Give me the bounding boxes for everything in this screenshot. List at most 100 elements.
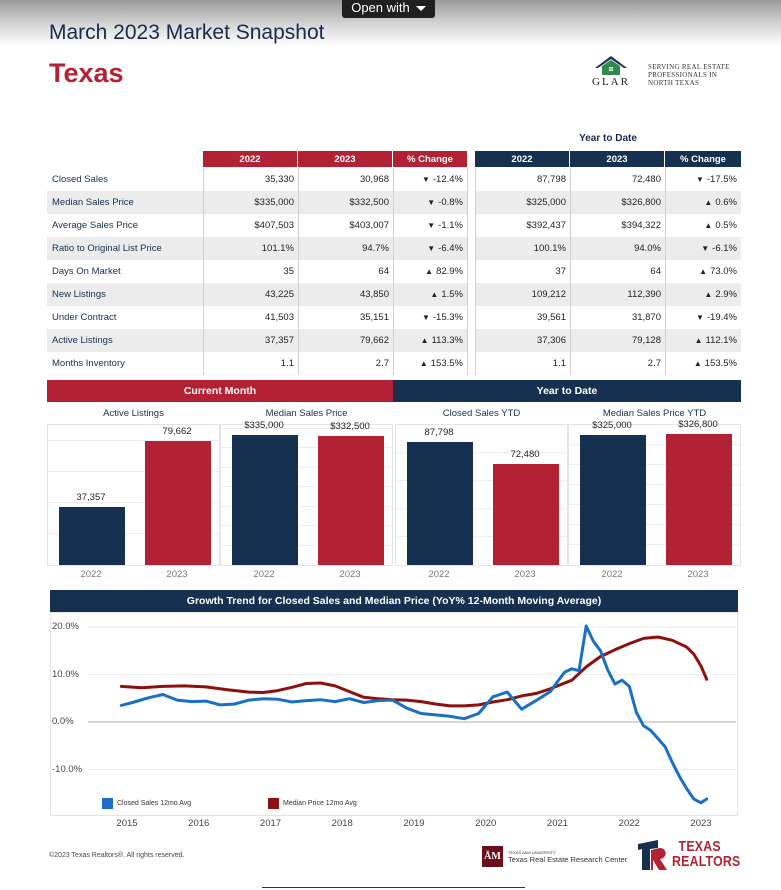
row-shading xyxy=(475,191,741,214)
tamu-center: Texas Real Estate Research Center xyxy=(508,854,628,864)
mini-chart-frame xyxy=(47,424,220,566)
value-cell: 35,330 xyxy=(264,174,294,185)
row-label: Average Sales Price xyxy=(52,220,138,231)
bar-value-label: 72,480 xyxy=(510,449,540,460)
glar-tagline: Serving Real Estate Professionals in Nor… xyxy=(648,63,730,87)
value-cell: 43,850 xyxy=(359,289,389,300)
value-cell: 87,798 xyxy=(536,174,566,185)
arrow-up-icon xyxy=(421,335,432,346)
gridline xyxy=(396,452,567,453)
x-tick-label: 2019 xyxy=(403,818,425,829)
row-shading xyxy=(475,237,741,260)
pct-change-cell: 0.6% xyxy=(665,191,741,214)
x-tick-label: 2016 xyxy=(188,818,210,829)
gridline xyxy=(221,466,392,468)
gridline xyxy=(396,480,567,481)
value-cell: 37 xyxy=(555,266,566,277)
pct-change-cell: -12.4% xyxy=(393,168,467,191)
row-shading xyxy=(47,191,467,214)
mini-chart-title: Active Listings xyxy=(103,408,164,419)
bar-category-label: 2023 xyxy=(339,569,361,580)
pct-change-value: -1.1% xyxy=(438,220,463,231)
mini-chart-title: Closed Sales YTD xyxy=(442,408,521,419)
current-month-band: Current Month xyxy=(47,380,393,402)
gridline xyxy=(569,524,740,525)
bar-category-label: 2022 xyxy=(253,569,275,580)
pct-change-cell: 1.5% xyxy=(393,283,467,306)
pct-change-cell: 113.3% xyxy=(393,329,467,352)
bar-value-label: 87,798 xyxy=(424,427,454,438)
glar-letters: GLAR xyxy=(592,76,630,88)
value-cell: 64 xyxy=(650,266,661,277)
table-row: Under Contract 41,503 35,151 -15.3% 39,561 31… xyxy=(47,306,741,329)
open-with-label: Open with xyxy=(351,0,410,15)
open-with-button[interactable]: Open with xyxy=(342,0,435,18)
x-tick-label: 2017 xyxy=(259,818,282,829)
trend-chart-title: Growth Trend for Closed Sales and Median… xyxy=(50,590,738,612)
texas-realtors-logo: TEXAS REALTORS xyxy=(636,838,744,874)
value-cell: 2.7 xyxy=(647,358,661,369)
year-to-date-band: Year to Date xyxy=(393,380,741,402)
value-cell: $325,000 xyxy=(526,197,566,208)
row-shading xyxy=(47,283,467,306)
bar-2022 xyxy=(580,435,646,565)
pct-change-value: -17.5% xyxy=(706,174,737,185)
bar-category-label: 2022 xyxy=(80,569,102,580)
glar-logo: GLAR Serving Real Estate Professionals i… xyxy=(592,54,737,90)
gridline xyxy=(48,532,219,534)
texas-realtors-line2: REALTORS xyxy=(672,853,741,870)
table-row: Median Sales Price $335,000 $332,500 -0.8% $… xyxy=(47,191,741,214)
pct-change-value: -12.4% xyxy=(432,174,463,185)
bar-category-label: 2022 xyxy=(601,569,623,580)
arrow-up-icon xyxy=(704,220,715,231)
value-cell: 94.0% xyxy=(634,243,661,254)
x-tick-label: 2022 xyxy=(618,818,640,829)
legend-label-price: Median Price 12mo Avg xyxy=(283,800,357,807)
pct-change-cell: 0.5% xyxy=(665,214,741,237)
header-ytd-2023: 2023 xyxy=(570,151,665,167)
page-bottom-rule xyxy=(262,887,525,888)
gridline xyxy=(569,444,740,445)
value-cell: 43,225 xyxy=(264,289,294,300)
column-divider xyxy=(570,168,571,375)
x-tick-label: 2023 xyxy=(690,818,712,829)
bar-category-label: 2023 xyxy=(166,569,188,580)
arrow-down-icon xyxy=(696,312,707,323)
gridline xyxy=(221,544,392,546)
column-divider xyxy=(467,168,468,375)
value-cell: 1.1 xyxy=(280,358,294,369)
pct-change-cell: -19.4% xyxy=(665,306,741,329)
glar-tagline-3: North Texas xyxy=(648,79,700,87)
column-divider xyxy=(665,168,666,375)
pct-change-value: 82.9% xyxy=(436,266,463,277)
column-divider xyxy=(475,168,476,375)
mini-chart-frame xyxy=(395,424,568,566)
row-label: New Listings xyxy=(52,289,106,300)
pct-change-value: 73.0% xyxy=(710,266,737,277)
legend-closed-sales: Closed Sales 12mo Avg xyxy=(102,798,191,809)
bar-value-label: $326,800 xyxy=(678,419,718,430)
value-cell: 30,968 xyxy=(359,174,389,185)
value-cell: 35,151 xyxy=(359,312,389,323)
row-label: Under Contract xyxy=(52,312,117,323)
gridline xyxy=(48,439,219,441)
pct-change-cell: 73.0% xyxy=(665,260,741,283)
pct-change-value: 0.6% xyxy=(715,197,737,208)
texas-realtors-line1: TEXAS xyxy=(678,838,721,855)
value-cell: $394,322 xyxy=(621,220,661,231)
value-cell: 39,561 xyxy=(536,312,566,323)
arrow-up-icon xyxy=(695,335,706,346)
y-tick-label: 20.0% xyxy=(52,621,79,632)
ytd-header: 2022 2023 % Change xyxy=(475,151,741,167)
value-cell: 112,390 xyxy=(627,289,661,300)
arrow-down-icon xyxy=(701,243,712,254)
tamu-icon: ĀM xyxy=(482,846,503,867)
row-label: Closed Sales xyxy=(52,174,108,185)
row-label: Active Listings xyxy=(52,335,113,346)
mini-chart-title: Median Sales Price xyxy=(265,408,348,419)
table-row: Months Inventory 1.1 2.7 153.5% 1.1 2.7 153.5% xyxy=(47,352,741,375)
row-label: Months Inventory xyxy=(52,358,125,369)
value-cell: 72,480 xyxy=(631,174,661,185)
y-tick-label: -10.0% xyxy=(52,763,83,775)
row-shading xyxy=(47,237,467,260)
